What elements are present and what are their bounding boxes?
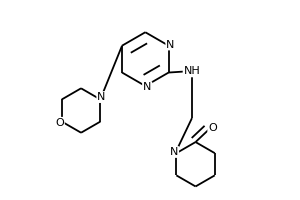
Text: N: N xyxy=(143,82,152,92)
Text: N: N xyxy=(166,40,175,50)
Text: N: N xyxy=(170,147,178,157)
Text: O: O xyxy=(55,118,64,128)
Text: NH: NH xyxy=(184,66,200,76)
Text: O: O xyxy=(208,123,217,133)
Text: N: N xyxy=(97,92,106,102)
